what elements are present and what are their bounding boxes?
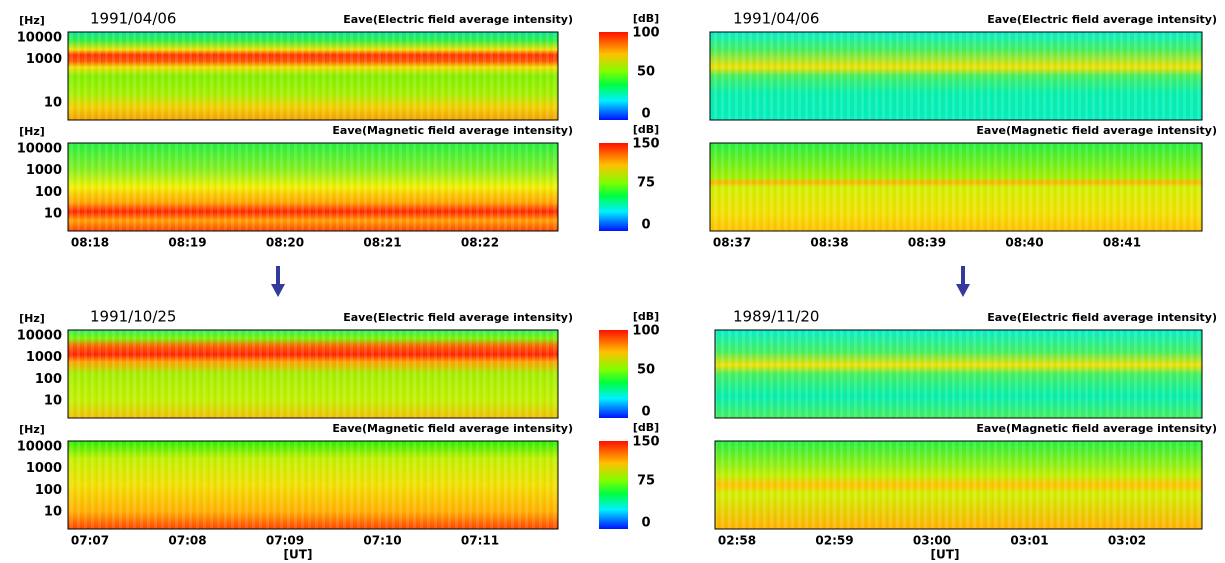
axis-unit: [Hz] <box>19 125 45 138</box>
y-tick-label: 100 <box>35 185 62 200</box>
axis-unit: [Hz] <box>19 423 45 436</box>
colorbar-tick-label: 150 <box>632 137 659 152</box>
colorbar-tick-label: 0 <box>641 218 650 233</box>
x-tick-label: 07:09 <box>266 534 304 548</box>
panel-frame <box>67 329 559 419</box>
y-tick-label: 10000 <box>17 142 62 157</box>
colorbar <box>599 330 628 418</box>
arrow <box>956 266 970 297</box>
x-tick-label: 07:11 <box>461 534 499 548</box>
panel-frame <box>709 142 1203 232</box>
x-tick-label: 08:39 <box>908 236 946 250</box>
date: 1991/04/06 <box>733 10 819 28</box>
x-tick-label: 07:07 <box>71 534 109 548</box>
arrow <box>271 266 285 297</box>
colorbar-unit: [dB] <box>633 310 659 323</box>
spectrogram-block: 1989/11/20 Eave(Electric field average in… <box>714 308 1217 562</box>
colorbar-tick-label: 50 <box>637 65 655 80</box>
x-axis-label: [UT] <box>284 548 313 562</box>
x-tick-label: 08:40 <box>1005 236 1043 250</box>
axis-unit: [Hz] <box>19 14 45 27</box>
x-tick-label: 08:19 <box>168 236 206 250</box>
y-tick-label: 10000 <box>17 329 62 344</box>
y-tick-label: 100 <box>35 483 62 498</box>
colorbar-unit: [dB] <box>633 123 659 136</box>
x-tick-label: 08:37 <box>713 236 751 250</box>
x-tick-label: 08:22 <box>461 236 499 250</box>
colorbar <box>599 143 628 231</box>
x-axis-label: [UT] <box>931 548 960 562</box>
panel-title: Eave(Electric field average intensity) <box>343 311 573 324</box>
date: 1989/11/20 <box>733 308 819 326</box>
spectrogram-block: 1991/04/06 Eave(Electric field average in… <box>17 10 660 250</box>
panel-title: Eave(Electric field average intensity) <box>987 311 1217 324</box>
x-tick-label: 08:21 <box>363 236 401 250</box>
panel-title: Eave(Electric field average intensity) <box>343 13 573 26</box>
x-tick-label: 02:58 <box>718 534 756 548</box>
y-tick-label: 1000 <box>26 163 62 178</box>
x-tick-label: 08:20 <box>266 236 304 250</box>
spectrogram-texture <box>68 32 558 120</box>
colorbar-tick-label: 0 <box>641 107 650 122</box>
y-tick-label: 10 <box>44 207 62 222</box>
spectrogram-texture <box>715 441 1202 529</box>
y-tick-label: 10 <box>44 394 62 409</box>
panel-title: Eave(Magnetic field average intensity) <box>332 422 573 435</box>
x-tick-label: 03:02 <box>1108 534 1146 548</box>
y-tick-label: 10000 <box>17 440 62 455</box>
panel-title: Eave(Magnetic field average intensity) <box>976 124 1217 137</box>
x-tick-label: 02:59 <box>815 534 853 548</box>
y-tick-label: 10000 <box>17 31 62 46</box>
colorbar-tick-label: 75 <box>637 474 655 489</box>
spectrogram-block: 1991/04/06 Eave(Electric field average in… <box>709 10 1217 250</box>
colorbar <box>599 32 628 120</box>
spectrogram-block: 1991/10/25 Eave(Electric field average in… <box>17 308 660 562</box>
panel-frame <box>67 142 559 232</box>
date: 1991/04/06 <box>90 10 176 28</box>
y-tick-label: 10 <box>44 505 62 520</box>
spectrogram-texture <box>68 330 558 418</box>
y-tick-label: 1000 <box>26 461 62 476</box>
y-tick-label: 1000 <box>26 52 62 67</box>
y-tick-label: 1000 <box>26 350 62 365</box>
spectrogram-texture <box>710 32 1202 120</box>
x-tick-label: 08:41 <box>1103 236 1141 250</box>
y-tick-label: 100 <box>35 372 62 387</box>
y-tick-label: 10 <box>44 96 62 111</box>
spectrogram-texture <box>715 330 1202 418</box>
panel-frame <box>714 329 1203 419</box>
x-tick-label: 08:38 <box>810 236 848 250</box>
x-tick-label: 03:00 <box>913 534 951 548</box>
colorbar-tick-label: 100 <box>632 26 659 41</box>
spectrogram-texture <box>68 441 558 529</box>
panel-frame <box>67 31 559 121</box>
spectrogram-texture <box>68 143 558 231</box>
axis-unit: [Hz] <box>19 312 45 325</box>
date: 1991/10/25 <box>90 308 176 326</box>
x-tick-label: 08:18 <box>71 236 109 250</box>
colorbar-tick-label: 75 <box>637 176 655 191</box>
colorbar-tick-label: 0 <box>641 405 650 420</box>
colorbar-tick-label: 0 <box>641 516 650 531</box>
x-tick-label: 03:01 <box>1010 534 1048 548</box>
panel-frame <box>714 440 1203 530</box>
colorbar-tick-label: 50 <box>637 363 655 378</box>
colorbar-tick-label: 100 <box>632 324 659 339</box>
panel-frame <box>67 440 559 530</box>
x-tick-label: 07:10 <box>363 534 401 548</box>
colorbar-tick-label: 150 <box>632 435 659 450</box>
panel-title: Eave(Magnetic field average intensity) <box>332 124 573 137</box>
panel-frame <box>709 31 1203 121</box>
panel-title: Eave(Electric field average intensity) <box>987 13 1217 26</box>
colorbar-unit: [dB] <box>633 12 659 25</box>
colorbar <box>599 441 628 529</box>
x-tick-label: 07:08 <box>168 534 206 548</box>
panel-title: Eave(Magnetic field average intensity) <box>976 422 1217 435</box>
colorbar-unit: [dB] <box>633 421 659 434</box>
spectrogram-texture <box>710 143 1202 231</box>
